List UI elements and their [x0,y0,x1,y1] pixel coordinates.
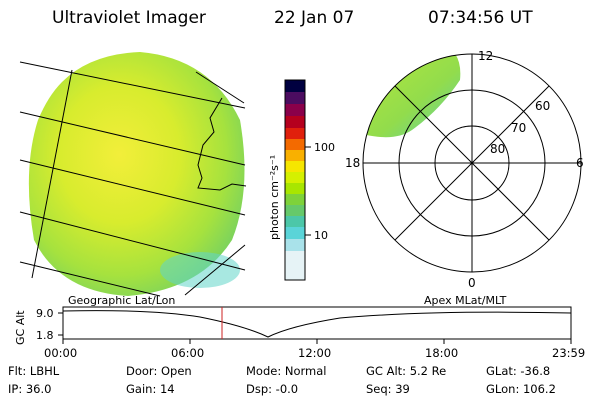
gain-value: Gain: 14 [126,382,175,396]
seq-value: Seq: 39 [366,382,410,396]
geo-latlon-label: Geographic Lat/Lon [68,294,175,307]
colorbar-tick-100: 100 [314,141,335,154]
instrument-title: Ultraviolet Imager [52,8,206,28]
apex-mlat-label: Apex MLat/MLT [424,294,507,307]
mlt-label-12: 12 [478,49,493,63]
x-tick-1800: 18:00 [425,346,458,360]
mlt-label-0: 0 [468,276,476,290]
alt-tick-1-8: 1.8 [36,329,54,342]
gc-alt-value: GC Alt: 5.2 Re [366,364,447,378]
x-tick-1200: 12:00 [298,346,331,360]
x-tick-0600: 06:00 [171,346,204,360]
glat-value: GLat: -36.8 [486,364,551,378]
gc-alt-axis-label: GC Alt [14,310,27,345]
colorbar-tick-10: 10 [314,229,328,242]
date-label: 22 Jan 07 [274,8,355,28]
dsp-value: Dsp: -0.0 [246,382,299,396]
colorbar-unit-label: photon cm⁻²s⁻¹ [268,155,281,240]
glon-value: GLon: 106.2 [486,382,556,396]
colorbar [284,79,311,281]
mlt-label-18: 18 [345,156,360,170]
x-tick-0000: 00:00 [44,346,77,360]
door-status: Door: Open [126,364,192,378]
mlat-label-70: 70 [511,121,526,135]
x-tick-2359: 23:59 [552,346,585,360]
filter-value: Flt: LBHL [8,364,60,378]
time-label: 07:34:56 UT [428,8,533,28]
polar-plot [362,53,582,273]
mode-value: Mode: Normal [246,364,327,378]
alt-tick-9: 9.0 [36,307,54,320]
mlt-label-6: 6 [576,156,584,170]
altitude-plot [58,306,572,344]
ip-value: IP: 36.0 [8,382,52,396]
earth-disk-image [19,52,247,297]
mlat-label-80: 80 [490,142,505,156]
mlat-label-60: 60 [535,99,550,113]
